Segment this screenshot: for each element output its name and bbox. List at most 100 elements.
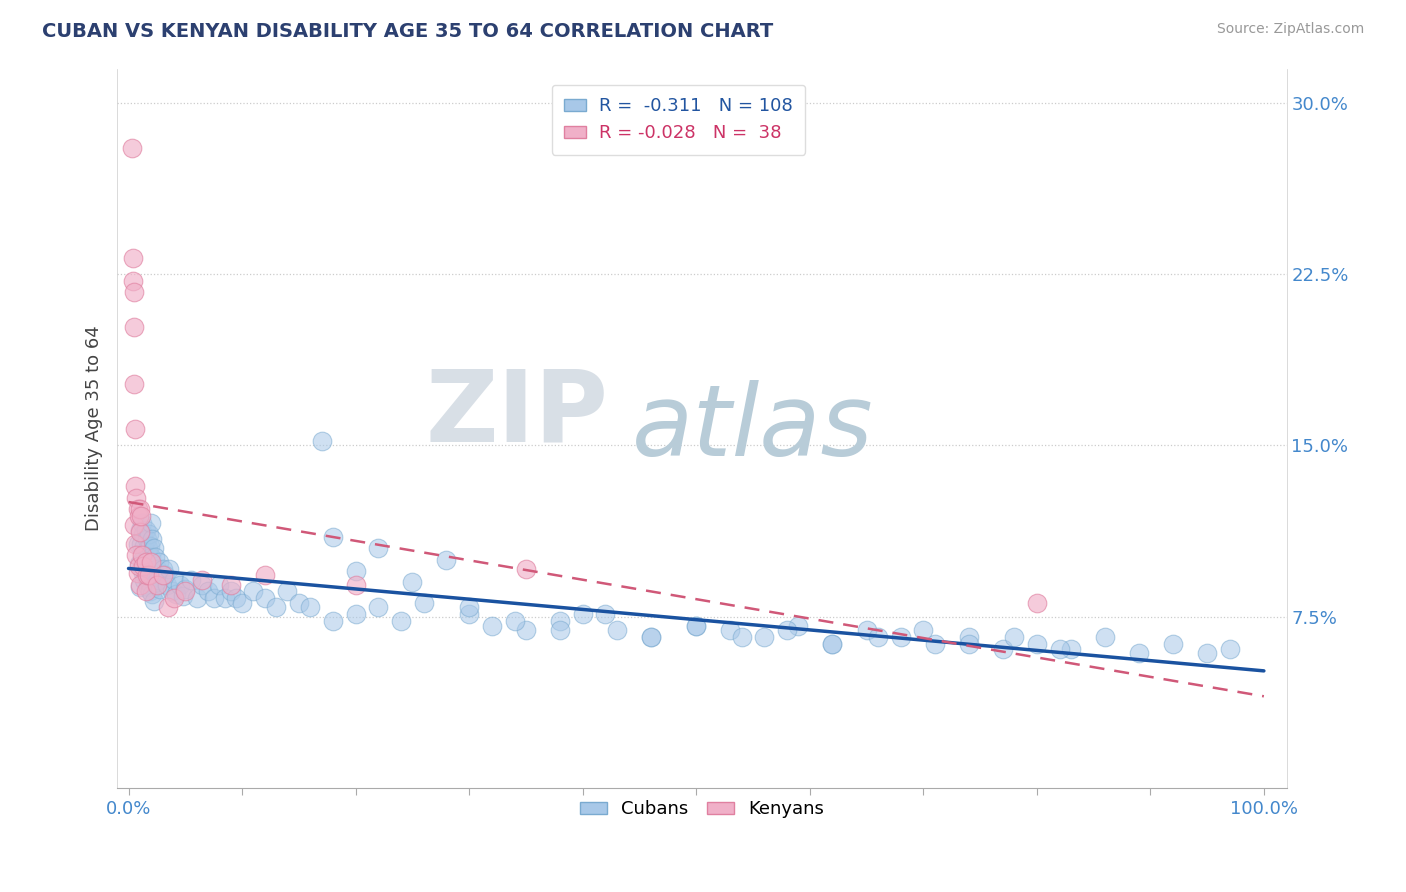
Point [128, 577, 150, 591]
Point [138, 527, 160, 541]
Point [142, 541, 165, 555]
Point [121, 141, 143, 155]
Point [122, 376, 145, 391]
Point [685, 618, 707, 632]
Point [401, 575, 423, 590]
Text: ZIP: ZIP [426, 366, 609, 462]
Point [481, 618, 503, 632]
Point [855, 624, 877, 638]
Point [515, 561, 537, 575]
Point [1197, 646, 1219, 660]
Point [821, 637, 844, 651]
Point [436, 552, 458, 566]
Point [458, 607, 481, 622]
Point [135, 532, 157, 546]
Point [231, 596, 253, 610]
Point [344, 564, 367, 578]
Point [1025, 637, 1047, 651]
Point [219, 577, 242, 591]
Point [125, 548, 148, 562]
Y-axis label: Disability Age 35 to 64: Disability Age 35 to 64 [86, 326, 103, 531]
Point [1161, 637, 1184, 651]
Point [143, 550, 166, 565]
Point [1060, 641, 1083, 656]
Point [156, 577, 179, 591]
Point [124, 536, 146, 550]
Legend: Cubans, Kenyans: Cubans, Kenyans [572, 793, 831, 826]
Point [276, 584, 298, 599]
Point [197, 584, 219, 599]
Point [128, 509, 150, 524]
Point [152, 568, 174, 582]
Point [606, 624, 628, 638]
Point [1128, 646, 1150, 660]
Point [125, 491, 148, 505]
Point [145, 575, 167, 590]
Point [135, 584, 157, 599]
Point [122, 285, 145, 300]
Point [127, 502, 149, 516]
Point [141, 555, 163, 569]
Point [141, 550, 163, 565]
Point [146, 577, 169, 591]
Point [128, 557, 150, 571]
Point [142, 593, 165, 607]
Point [1219, 641, 1241, 656]
Point [412, 596, 434, 610]
Point [718, 624, 741, 638]
Point [299, 600, 322, 615]
Point [548, 614, 571, 628]
Point [141, 532, 163, 546]
Point [124, 479, 146, 493]
Point [776, 624, 799, 638]
Point [264, 600, 287, 615]
Point [322, 614, 344, 628]
Point [129, 536, 152, 550]
Point [253, 568, 276, 582]
Point [122, 319, 145, 334]
Point [136, 580, 159, 594]
Text: atlas: atlas [631, 380, 873, 476]
Point [135, 571, 157, 585]
Point [157, 600, 180, 615]
Point [146, 561, 169, 575]
Point [139, 539, 162, 553]
Point [141, 587, 163, 601]
Point [134, 573, 156, 587]
Point [169, 577, 191, 591]
Point [288, 596, 311, 610]
Point [389, 614, 412, 628]
Point [202, 591, 225, 606]
Point [730, 630, 752, 644]
Point [131, 552, 153, 566]
Point [685, 618, 707, 632]
Point [787, 618, 810, 632]
Point [138, 568, 160, 582]
Point [595, 607, 617, 622]
Point [180, 573, 202, 587]
Text: CUBAN VS KENYAN DISABILITY AGE 35 TO 64 CORRELATION CHART: CUBAN VS KENYAN DISABILITY AGE 35 TO 64 … [42, 22, 773, 41]
Point [153, 568, 176, 582]
Point [458, 600, 481, 615]
Point [890, 630, 912, 644]
Point [139, 584, 162, 599]
Point [214, 591, 236, 606]
Point [754, 630, 776, 644]
Point [311, 434, 333, 448]
Point [367, 600, 389, 615]
Point [149, 582, 172, 597]
Point [128, 523, 150, 537]
Point [122, 251, 145, 265]
Point [157, 561, 180, 575]
Point [924, 637, 946, 651]
Point [866, 630, 889, 644]
Point [515, 624, 537, 638]
Point [548, 624, 571, 638]
Point [136, 541, 159, 555]
Point [146, 573, 169, 587]
Point [128, 502, 150, 516]
Point [131, 548, 153, 562]
Point [122, 274, 145, 288]
Point [174, 582, 197, 597]
Point [186, 591, 208, 606]
